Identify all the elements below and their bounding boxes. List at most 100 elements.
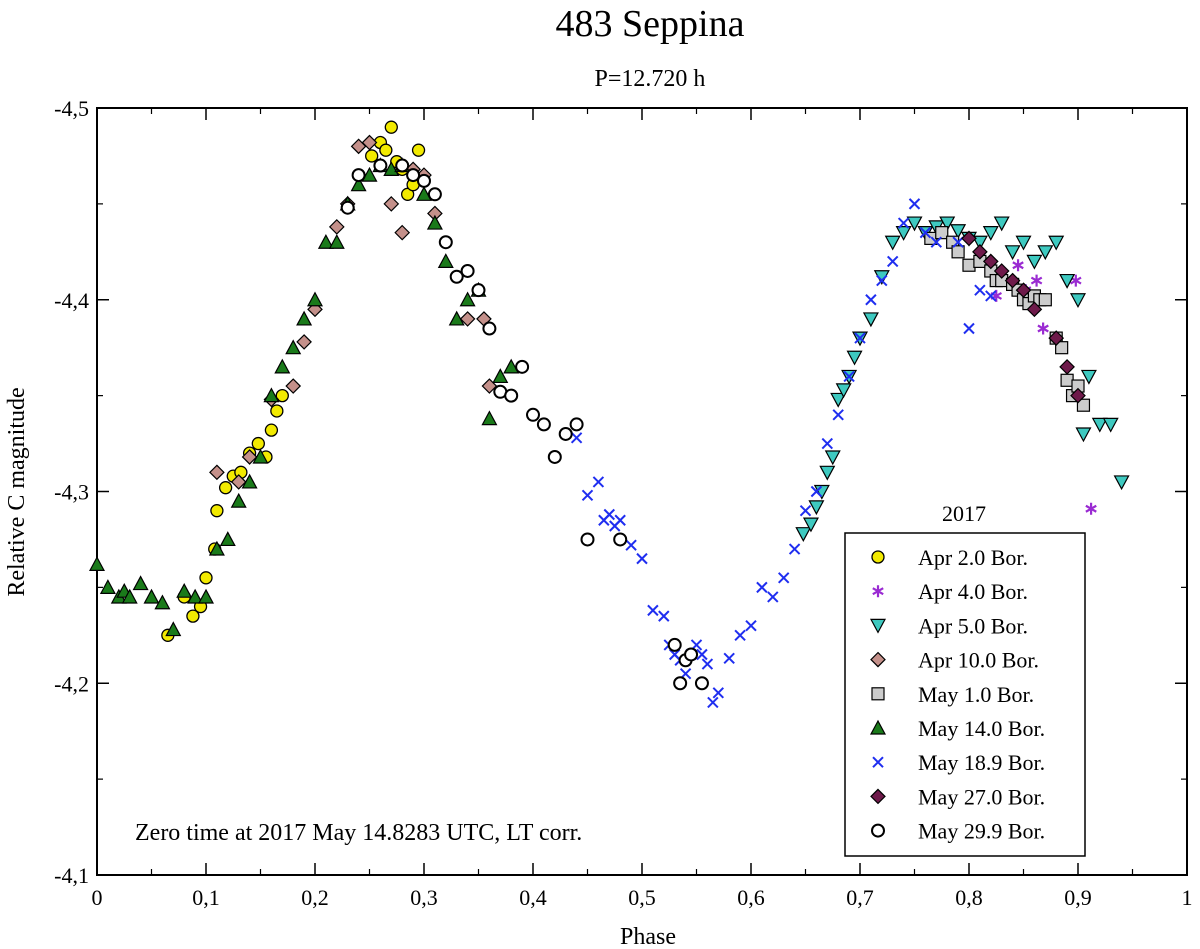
data-point xyxy=(939,216,956,232)
data-point xyxy=(636,552,648,565)
data-point xyxy=(219,531,236,547)
data-point xyxy=(417,173,431,188)
data-point xyxy=(317,233,334,249)
data-point xyxy=(592,476,605,488)
data-point xyxy=(209,464,225,481)
x-axis-label: Phase xyxy=(620,924,676,949)
data-point xyxy=(667,637,682,652)
data-point xyxy=(340,200,355,215)
data-point xyxy=(384,120,398,134)
y-tick-label: -4,5 xyxy=(54,96,89,121)
data-point xyxy=(264,423,279,437)
y-axis-label: Relative C magnitude xyxy=(4,387,30,596)
data-point xyxy=(876,274,888,287)
data-point xyxy=(570,432,583,444)
data-point xyxy=(1012,259,1024,272)
zero-time-annotation: Zero time at 2017 May 14.8283 UTC, LT co… xyxy=(135,820,582,846)
data-point xyxy=(961,230,977,247)
data-point xyxy=(504,388,519,403)
data-point xyxy=(810,485,823,498)
data-point xyxy=(658,610,670,622)
data-point xyxy=(843,370,855,383)
data-point xyxy=(121,588,138,604)
x-tick-label: 0,6 xyxy=(737,885,765,910)
data-point xyxy=(210,504,224,518)
data-point xyxy=(285,378,302,394)
legend-marker xyxy=(871,687,885,701)
data-point xyxy=(230,492,247,508)
data-point xyxy=(972,243,988,260)
data-point xyxy=(1102,417,1119,433)
data-point xyxy=(862,312,879,328)
data-point xyxy=(448,310,465,326)
data-points xyxy=(88,120,1130,709)
series-8 xyxy=(340,158,709,691)
data-point xyxy=(176,582,193,598)
legend-label: Apr 5.0 Bor. xyxy=(918,613,1028,638)
legend-marker xyxy=(872,756,884,768)
data-point xyxy=(361,166,378,182)
data-point xyxy=(906,216,923,232)
data-point xyxy=(767,591,779,603)
data-point xyxy=(1015,282,1032,299)
x-tick-label: 0,3 xyxy=(410,885,438,910)
data-point xyxy=(908,198,921,210)
data-point xyxy=(734,629,746,642)
data-point xyxy=(285,339,302,355)
data-point xyxy=(1026,301,1043,318)
data-point xyxy=(187,588,204,604)
data-point xyxy=(143,588,160,604)
data-point xyxy=(1060,373,1074,387)
data-point xyxy=(1015,235,1032,251)
data-point xyxy=(270,404,284,418)
data-point xyxy=(824,450,841,466)
data-point xyxy=(350,176,367,192)
data-point xyxy=(603,508,616,521)
chart-title: 483 Seppina xyxy=(556,3,745,45)
data-point xyxy=(1004,272,1021,289)
legend-marker xyxy=(871,550,885,564)
legend-marker xyxy=(870,788,886,805)
data-point xyxy=(777,572,790,584)
data-point xyxy=(165,621,182,637)
data-point xyxy=(625,539,637,551)
data-point xyxy=(647,604,659,617)
data-point xyxy=(952,236,964,248)
data-point xyxy=(197,588,215,604)
data-point xyxy=(1055,341,1069,355)
data-point xyxy=(895,226,912,241)
data-point xyxy=(241,449,258,465)
x-tick-label: 0,2 xyxy=(301,885,329,910)
series-4 xyxy=(924,226,1091,412)
data-point xyxy=(263,387,280,403)
data-point xyxy=(1037,322,1049,335)
y-tick-label: -4,2 xyxy=(54,671,89,696)
legend-box xyxy=(844,532,1086,857)
data-point xyxy=(788,543,801,555)
data-point xyxy=(1091,417,1108,433)
x-tick-label: 0,8 xyxy=(955,885,983,910)
data-point xyxy=(982,253,999,270)
data-point xyxy=(241,473,258,489)
data-point xyxy=(712,687,725,699)
data-point xyxy=(351,168,366,183)
data-point xyxy=(199,571,213,585)
data-point xyxy=(526,407,540,422)
data-point xyxy=(536,417,551,432)
x-tick-label: 0 xyxy=(92,885,103,910)
x-tick-label: 0,9 xyxy=(1064,885,1092,910)
data-point xyxy=(1069,293,1087,309)
data-point xyxy=(296,310,313,326)
legend-title: 2017 xyxy=(942,501,986,526)
data-point xyxy=(438,235,453,250)
data-point xyxy=(1059,359,1075,375)
data-point xyxy=(208,540,225,556)
data-point xyxy=(684,647,699,662)
data-point xyxy=(701,658,714,670)
data-point xyxy=(707,696,719,709)
data-point xyxy=(951,245,965,259)
data-point xyxy=(296,334,312,350)
legend-label: May 29.9 Bor. xyxy=(918,819,1045,844)
data-point xyxy=(186,609,200,623)
legend-label: Apr 10.0 Bor. xyxy=(918,648,1039,673)
